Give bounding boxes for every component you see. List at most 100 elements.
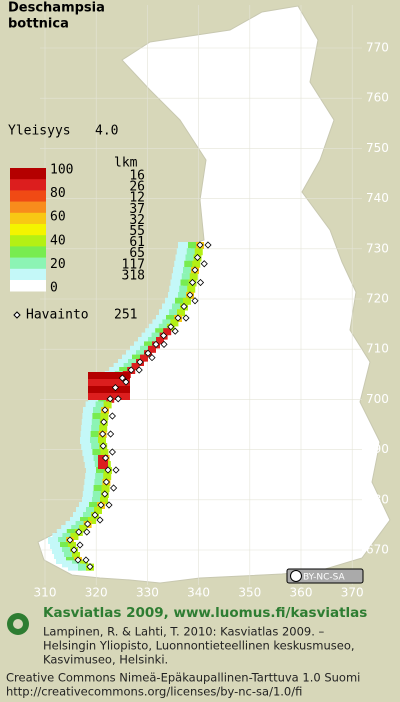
cell [148,337,162,344]
cell [62,547,76,554]
northing-label: 770 [366,41,389,55]
cell [58,537,72,544]
cell [140,354,148,362]
observation-marker [66,536,74,544]
observation-marker [122,378,130,386]
cell [98,437,106,444]
observation-marker [160,332,168,340]
cell [56,529,71,536]
cell [183,297,191,305]
northing-label: 680 [366,492,389,506]
cell [100,413,109,420]
cell [92,449,107,456]
cell [100,497,108,504]
observation-marker [112,466,120,474]
cell [116,372,123,379]
cell [54,552,68,559]
observation-marker [135,366,143,374]
legend-swatch [10,280,46,292]
observation-marker [75,528,83,536]
citation: Helsingin Yliopisto, Luonnontieteellinen… [43,639,355,653]
cell [148,323,163,331]
cell [102,372,109,379]
cell [132,354,146,362]
legend-swatch [10,201,46,214]
northing-label: 720 [366,292,389,306]
cell [162,319,177,327]
cell [123,363,138,370]
cell [138,337,152,344]
cell [90,437,104,444]
cell [128,359,142,366]
cell [86,467,100,474]
cell [91,443,106,450]
cell [171,273,186,281]
observation-marker [101,490,109,498]
observation-marker [102,454,110,462]
observation-marker [91,511,99,519]
observation-label: Havainto [26,308,89,323]
cell [68,542,76,549]
cell [136,350,150,358]
occurrence-cells [48,241,212,571]
cell [83,455,98,462]
northing-label: 730 [366,241,389,255]
cell [68,563,82,571]
citation: Lampinen, R. & Lahti, T. 2010: Kasviatla… [43,625,325,639]
license-text: Creative Commons Nimeä-Epäkaupallinen-Ta… [6,671,360,685]
cell [155,328,170,336]
cell [181,273,196,281]
species-name: bottnica [8,17,69,32]
cell [174,260,189,268]
cell [152,319,167,327]
observation-marker [196,241,204,249]
legend-scale-label: 80 [50,186,66,201]
cell [81,425,96,432]
cell [88,393,95,400]
observation-marker [196,278,205,287]
observation-marker [204,241,212,249]
cell [76,507,90,514]
northing-label: 700 [366,392,389,406]
cell [184,260,199,268]
northing-label: 670 [366,543,389,557]
cell [95,386,102,393]
cell [82,491,97,498]
observation-marker [193,253,202,262]
cell [95,393,102,400]
observation-marker [110,484,118,492]
cell [163,328,172,336]
badge-icon [290,570,302,582]
observation-marker [111,384,119,392]
cell [144,341,158,349]
legend-scale-label: 0 [50,281,58,296]
legend-swatch [10,179,46,191]
observation-marker [108,412,116,420]
legend-swatch [10,190,46,202]
cell [91,419,106,426]
cell [65,521,80,528]
frequency-value: 4.0 [95,124,118,139]
cell [95,401,110,409]
observation-marker [152,340,160,348]
northing-label: 750 [366,141,389,155]
cell [70,517,84,524]
cell [175,297,189,305]
cell [82,497,96,504]
cell [50,542,64,549]
observation-marker [144,349,152,357]
northing-label: 690 [366,442,389,456]
observation-marker [86,563,94,571]
citation: Kasvimuseo, Helsinki. [43,653,168,667]
legend-swatch [10,257,46,270]
cell [101,485,110,492]
license-badge: BY-NC-SA [286,568,364,584]
cell [131,363,140,370]
observation-marker [104,466,112,474]
legend-count: 65 [129,246,145,261]
license-url: http://creativecommons.org/licenses/by-n… [6,685,302,699]
cell [83,407,97,414]
observation-marker [100,418,108,426]
